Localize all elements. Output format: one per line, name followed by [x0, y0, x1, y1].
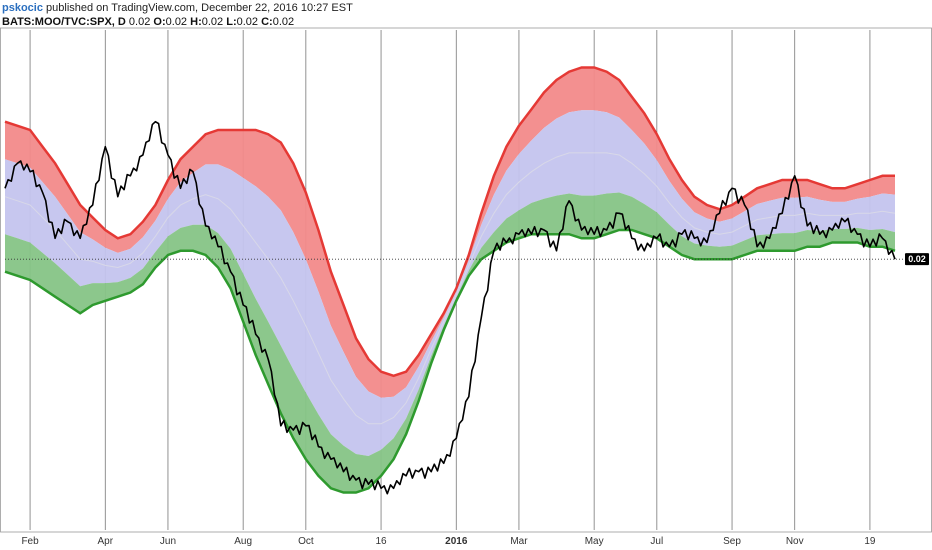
high-value: 0.02 [201, 16, 224, 28]
publish-line: pskocic published on TradingView.com, De… [2, 1, 353, 15]
x-tick-label: 16 [375, 536, 387, 547]
price-series-line [4, 120, 896, 495]
price-value: 0.02 [128, 16, 151, 28]
last-price-tag-background [905, 253, 929, 266]
close-label: C: [261, 16, 273, 28]
x-tick-label: Feb [21, 536, 39, 547]
published-text: published on TradingView.com, December 2… [46, 2, 353, 14]
upper-band-line [4, 66, 895, 378]
chart-header: pskocic published on TradingView.com, De… [2, 1, 353, 29]
x-tick-label: Sep [723, 536, 741, 547]
x-axis: Feb Apr Jun Aug Oct 16 2016 Mar May Jul Sep Nov 19 [21, 536, 875, 547]
lower-band-fill [5, 192, 895, 493]
high-label: H: [190, 16, 202, 28]
symbol-label: BATS:MOO/TVC:SPX, D [2, 16, 126, 28]
x-tick-label: Jun [160, 536, 176, 547]
open-value: 0.02 [165, 16, 188, 28]
x-tick-label: Mar [510, 536, 528, 547]
ohlc-line: BATS:MOO/TVC:SPX, D 0.02 O:0.02 H:0.02 L… [2, 15, 353, 29]
x-tick-label: 2016 [445, 536, 468, 547]
upper-band-fill [5, 67, 895, 398]
x-tick-label: May [585, 536, 604, 547]
middle-band-fill [5, 110, 895, 456]
author-link[interactable]: pskocic [2, 2, 43, 14]
close-value: 0.02 [272, 16, 295, 28]
x-tick-label: Oct [298, 536, 314, 547]
x-tick-label: Apr [98, 536, 114, 547]
last-price-tag: 0.02 [905, 253, 929, 266]
middle-band-line [4, 152, 896, 425]
x-tick-label: Aug [234, 536, 252, 547]
open-label: O: [153, 16, 166, 28]
lower-band-line [4, 228, 896, 494]
x-tick-label: Nov [786, 536, 804, 547]
low-value: 0.02 [236, 16, 259, 28]
x-tick-label: 19 [864, 536, 876, 547]
x-tick-label: Jul [650, 536, 663, 547]
low-label: L: [226, 16, 237, 28]
last-price-tag-label: 0.02 [908, 254, 926, 264]
